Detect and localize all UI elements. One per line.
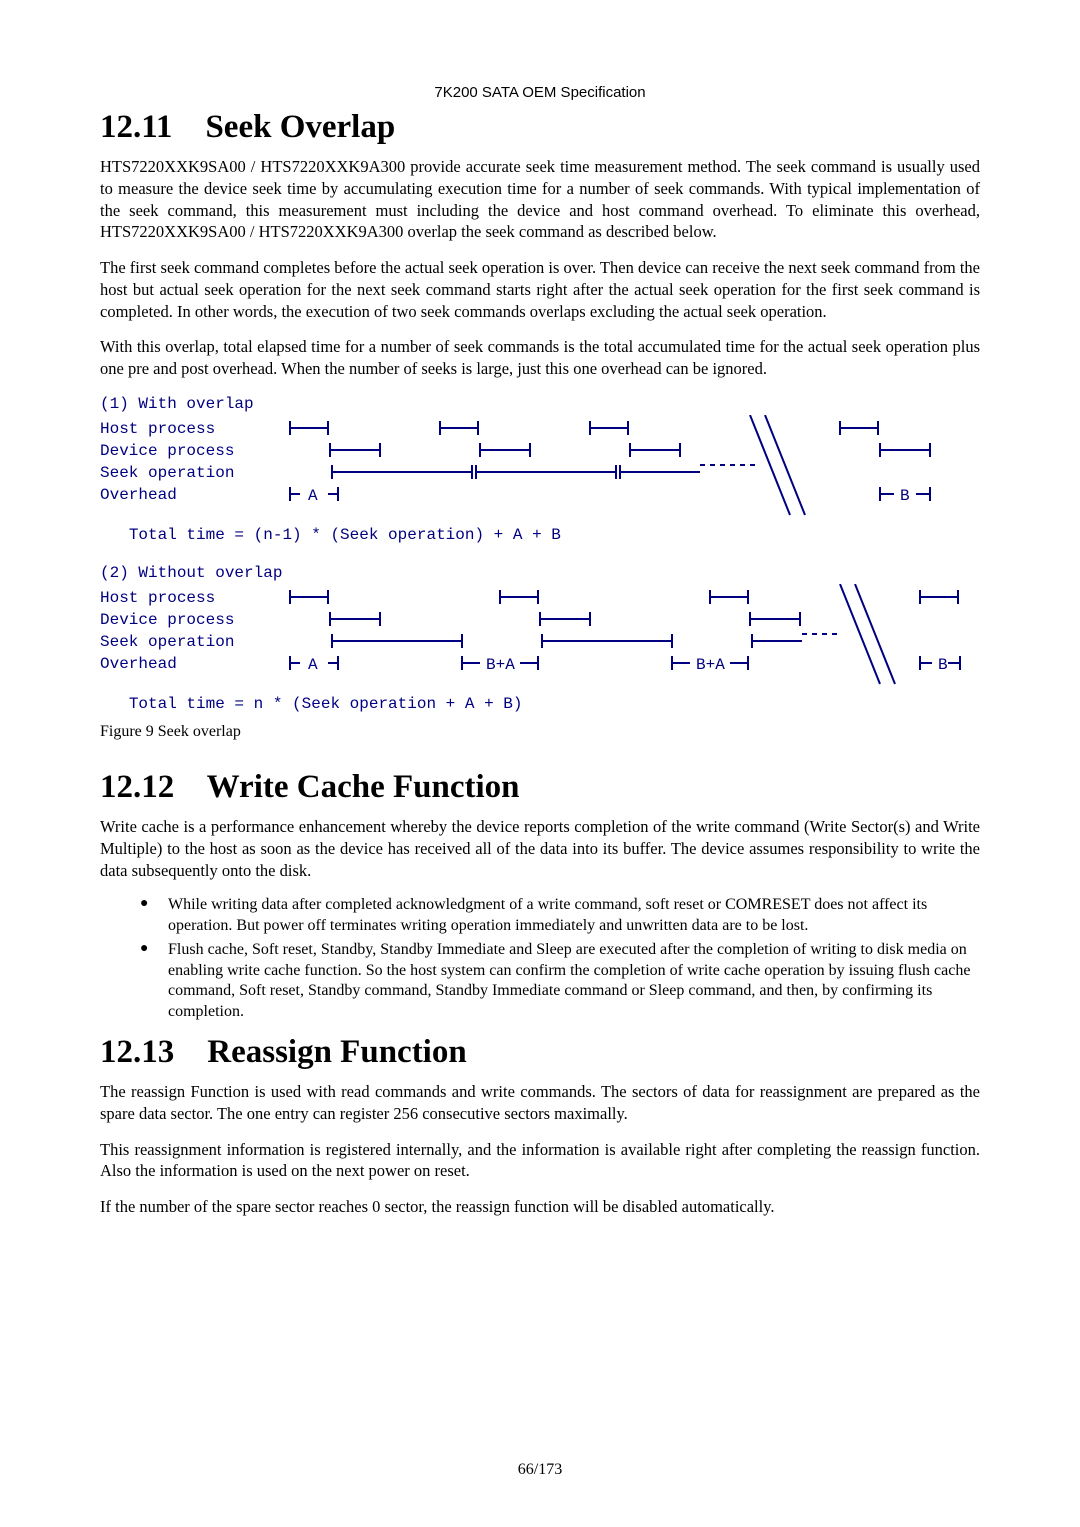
row-label: Overhead [100,655,177,673]
cycle [290,590,462,648]
heading-reassign: 12.13 Reassign Function [100,1034,980,1071]
paragraph: With this overlap, total elapsed time fo… [100,336,980,380]
svg-text:B: B [900,487,910,505]
section-number: 12.12 [100,769,174,805]
svg-text:B+A: B+A [486,656,515,674]
section-number: 12.13 [100,1034,174,1070]
row-label: Seek operation [100,633,234,651]
svg-text:B+A: B+A [696,656,725,674]
diagram-with-overlap: (1) With overlap Host process Device pro… [100,394,980,546]
overhead-b: B [880,487,930,505]
row-label: Device process [100,442,234,460]
seek-overlap-figure: (1) With overlap Host process Device pro… [100,394,980,741]
formula: Total time = (n-1) * (Seek operation) + … [100,525,980,546]
timing-chart-2: Host process Device process Seek operati… [100,584,980,694]
diagram-title: (2) Without overlap [100,563,980,584]
spec-header: 7K200 SATA OEM Specification [100,84,980,101]
section-title: Seek Overlap [205,109,395,145]
page-number: 66/173 [0,1461,1080,1479]
cycle [290,421,472,479]
svg-text:B: B [938,656,948,674]
row-label: Host process [100,589,215,607]
break-mark [840,584,895,684]
overhead-b: B [920,656,960,674]
section-title: Reassign Function [207,1034,466,1070]
break-mark [750,415,805,515]
cycle [920,590,958,604]
heading-seek-overlap: 12.11 Seek Overlap [100,109,980,146]
svg-text:A: A [308,656,318,674]
overhead-ba: B+A [672,656,748,674]
overhead-a: A [290,487,338,505]
formula: Total time = n * (Seek operation + A + B… [100,694,980,715]
diagram-title: (1) With overlap [100,394,980,415]
list-item: While writing data after completed ackno… [140,895,980,936]
figure-caption: Figure 9 Seek overlap [100,723,980,741]
list-item: Flush cache, Soft reset, Standby, Standb… [140,940,980,1022]
row-label: Device process [100,611,234,629]
paragraph: The reassign Function is used with read … [100,1081,980,1125]
row-label: Host process [100,420,215,438]
row-label: Overhead [100,486,177,504]
cycle [840,421,930,457]
bullet-list: While writing data after completed ackno… [100,895,980,1022]
section-title: Write Cache Function [207,769,520,805]
paragraph: The first seek command completes before … [100,257,980,322]
diagram-without-overlap: (2) Without overlap Host process Device … [100,563,980,715]
cycle [710,590,842,648]
cycle [500,590,672,648]
paragraph: This reassignment information is registe… [100,1139,980,1183]
timing-chart-1: Host process Device process Seek operati… [100,415,980,525]
row-label: Seek operation [100,464,234,482]
overhead-a: A [290,656,338,674]
section-number: 12.11 [100,109,172,145]
paragraph: Write cache is a performance enhancement… [100,816,980,881]
paragraph: If the number of the spare sector reache… [100,1196,980,1218]
overhead-ba: B+A [462,656,538,674]
paragraph: HTS7220XXK9SA00 / HTS7220XXK9A300 provid… [100,156,980,243]
svg-text:A: A [308,487,318,505]
heading-write-cache: 12.12 Write Cache Function [100,769,980,806]
